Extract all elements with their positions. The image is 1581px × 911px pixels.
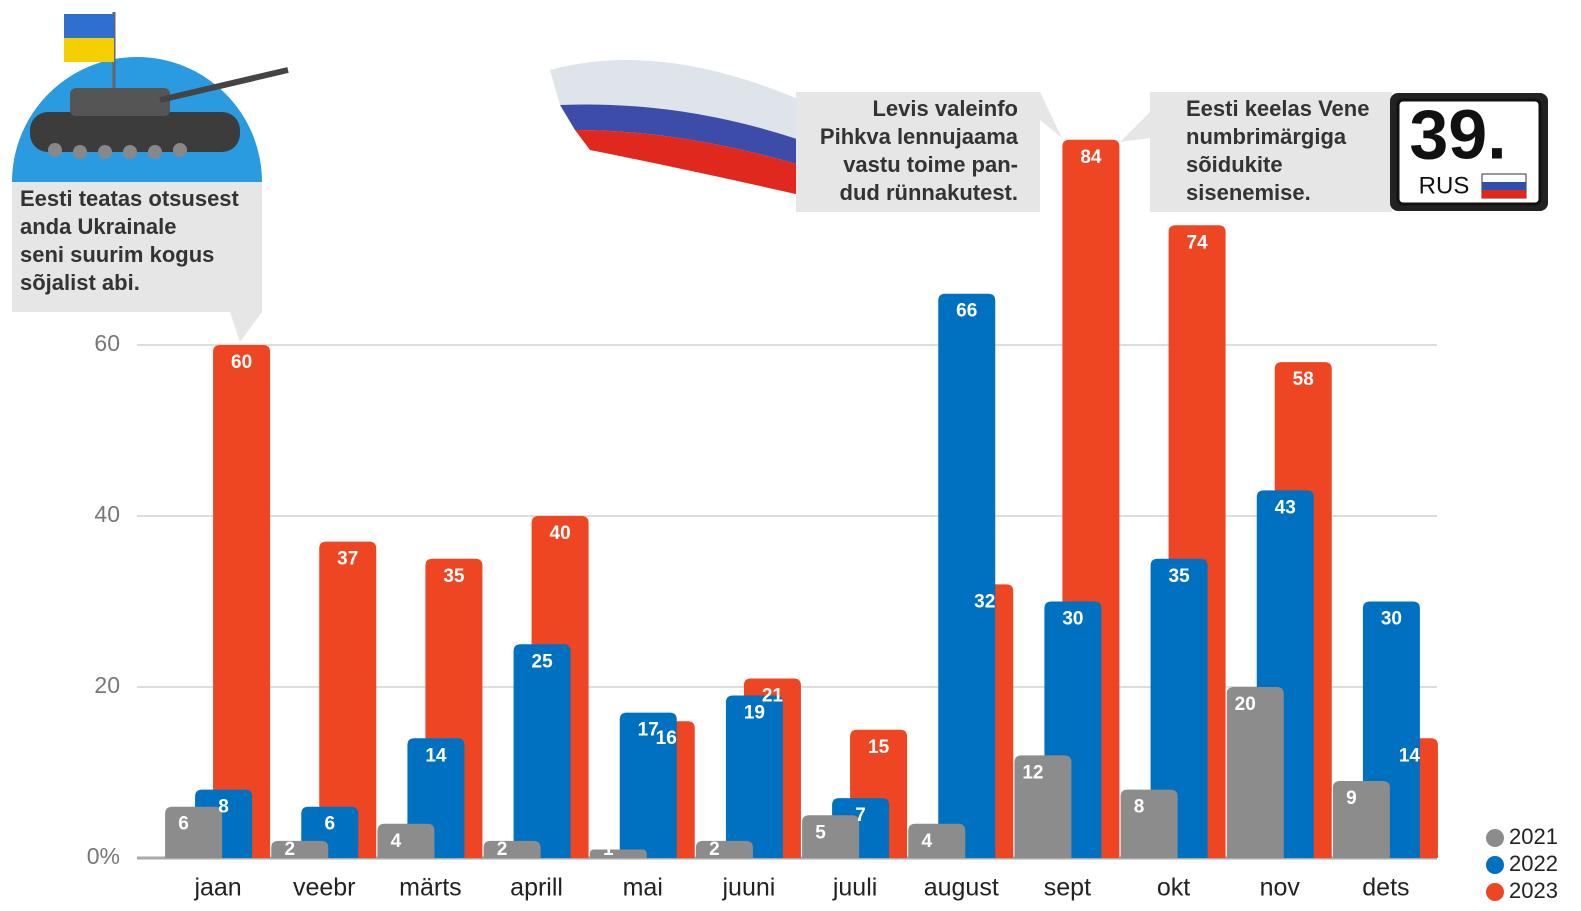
- x-tick-label: juuli: [832, 874, 877, 902]
- bar: [725, 695, 783, 858]
- legend-label: 2023: [1509, 878, 1558, 903]
- x-tick-label: dets: [1362, 874, 1409, 902]
- value-label: 9: [1346, 788, 1357, 809]
- x-tick-label: märts: [399, 874, 462, 902]
- value-label: 60: [231, 352, 252, 373]
- bar: [1332, 781, 1390, 858]
- value-label: 40: [550, 523, 571, 544]
- value-label: 19: [744, 703, 765, 724]
- value-label: 37: [337, 549, 358, 570]
- bar: [908, 823, 966, 858]
- bar: [802, 815, 860, 858]
- annotation-text: sisenemise.: [1186, 180, 1311, 205]
- x-tick-label: sept: [1044, 874, 1091, 902]
- annotation-box: [796, 92, 1062, 212]
- bar: [695, 840, 753, 858]
- value-label: 32: [974, 591, 995, 612]
- bar: [619, 712, 677, 858]
- annotation-text: Pihkva lennujaama: [820, 124, 1019, 149]
- legend-swatch: [1486, 856, 1504, 874]
- bar: [319, 541, 377, 858]
- legend-label: 2022: [1509, 851, 1558, 876]
- bar: [377, 823, 435, 858]
- value-label: 2: [497, 839, 508, 860]
- value-label: 2: [709, 839, 720, 860]
- value-label: 58: [1293, 369, 1314, 390]
- value-label: 30: [1062, 609, 1083, 630]
- bar: [483, 840, 541, 858]
- value-label: 74: [1187, 232, 1209, 253]
- annotation-text: Eesti teatas otsusest: [20, 186, 240, 211]
- value-label: 14: [1399, 745, 1421, 766]
- bar: [938, 293, 996, 858]
- y-tick-label: 0%: [87, 843, 120, 869]
- x-tick-label: okt: [1157, 874, 1190, 902]
- annotation-text: anda Ukrainale: [20, 214, 177, 239]
- annotation-text: numbrimärgiga: [1186, 124, 1347, 149]
- value-label: 12: [1022, 762, 1043, 783]
- value-label: 35: [1169, 566, 1191, 587]
- value-label: 4: [391, 831, 402, 852]
- value-label: 66: [956, 301, 977, 322]
- bar: [1226, 687, 1284, 858]
- annotation-text: vastu toime pan-: [843, 152, 1018, 177]
- value-label: 6: [324, 814, 335, 835]
- value-label: 16: [656, 728, 677, 749]
- annotation-text: Levis valeinfo: [872, 96, 1018, 121]
- annotation-text: Eesti keelas Vene: [1186, 96, 1369, 121]
- value-label: 20: [1235, 694, 1256, 715]
- value-label: 84: [1080, 147, 1102, 168]
- bar: [1120, 789, 1178, 858]
- annotation-box: [12, 182, 262, 342]
- annotation-text: sõjalist abi.: [20, 270, 140, 295]
- x-tick-label: veebr: [293, 874, 356, 902]
- bar: [513, 644, 571, 858]
- legend-swatch: [1486, 829, 1504, 847]
- bar: [165, 806, 223, 858]
- x-tick-label: august: [924, 874, 999, 902]
- x-tick-label: mai: [623, 874, 663, 902]
- plate-region: RUS: [1419, 172, 1470, 199]
- value-label: 15: [868, 737, 890, 758]
- flag-illustration: [550, 60, 800, 195]
- value-label: 43: [1275, 497, 1296, 518]
- value-label: 25: [532, 651, 554, 672]
- annotation-text: seni suurim kogus: [20, 242, 214, 267]
- value-label: 6: [178, 814, 189, 835]
- value-label: 35: [443, 566, 465, 587]
- value-label: 30: [1381, 609, 1402, 630]
- y-tick-label: 40: [94, 501, 120, 527]
- value-label: 21: [762, 685, 784, 706]
- legend-label: 2021: [1509, 824, 1558, 849]
- value-label: 4: [921, 831, 932, 852]
- bar: [1014, 755, 1072, 858]
- tank-illustration: [12, 12, 289, 182]
- value-label: 14: [425, 745, 447, 766]
- annotation-text: dud rünnakutest.: [840, 180, 1018, 205]
- y-tick-label: 20: [94, 672, 120, 698]
- x-tick-label: jaan: [193, 874, 241, 902]
- legend-swatch: [1486, 883, 1504, 901]
- value-label: 17: [638, 720, 659, 741]
- y-tick-label: 60: [94, 330, 120, 356]
- x-tick-label: juuni: [722, 874, 776, 902]
- annotation-box: [1120, 92, 1392, 212]
- value-label: 7: [855, 805, 866, 826]
- value-label: 5: [815, 822, 826, 843]
- bar: [1150, 558, 1208, 858]
- annotation-text: sõidukite: [1186, 152, 1283, 177]
- value-label: 1: [603, 839, 614, 860]
- x-tick-label: aprill: [510, 874, 563, 902]
- bar: [271, 840, 329, 858]
- value-label: 8: [1134, 797, 1145, 818]
- bar: [589, 849, 647, 858]
- value-label: 8: [218, 797, 229, 818]
- plate-number: 39.: [1409, 95, 1506, 173]
- license-plate: [1390, 93, 1548, 211]
- x-tick-label: nov: [1260, 874, 1301, 902]
- bar: [213, 345, 271, 858]
- value-label: 2: [284, 839, 295, 860]
